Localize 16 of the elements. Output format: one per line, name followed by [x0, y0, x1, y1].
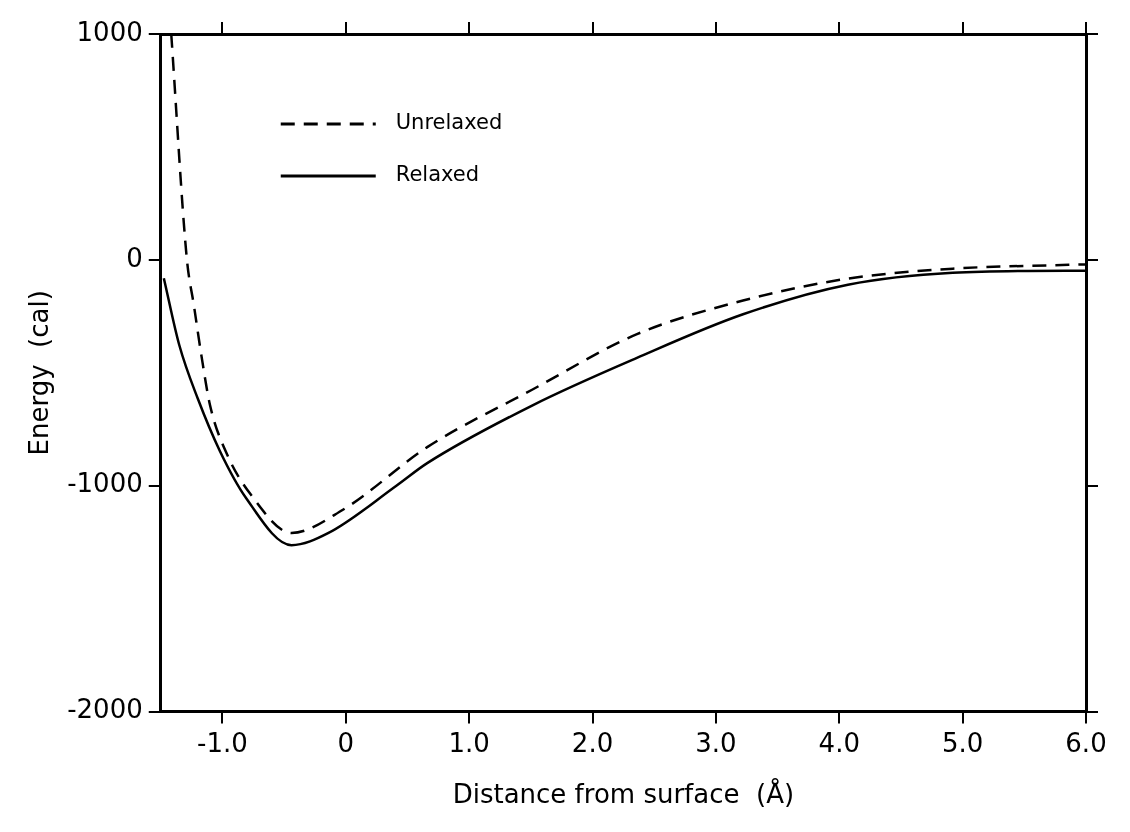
legend-label: Relaxed: [395, 162, 480, 187]
x-tick-label: 6.0: [1065, 727, 1107, 758]
x-tick-label: 0: [337, 727, 355, 758]
legend-label: Unrelaxed: [395, 110, 503, 135]
y-tick-label: 1000: [76, 16, 143, 47]
x-tick-label: 4.0: [818, 727, 860, 758]
x-tick-label: 3.0: [695, 727, 737, 758]
y-tick-label: 0: [126, 242, 143, 273]
x-tick-label: -1.0: [197, 727, 248, 758]
y-tick-label: -1000: [67, 468, 143, 499]
x-tick-label: 5.0: [941, 727, 984, 758]
x-tick-label: 2.0: [571, 727, 614, 758]
y-axis-title: Energy (cal): [24, 290, 55, 456]
y-tick-label: -2000: [67, 694, 143, 725]
x-tick-label: 1.0: [448, 727, 490, 758]
x-axis-title: Distance from surface (Å): [452, 778, 795, 810]
